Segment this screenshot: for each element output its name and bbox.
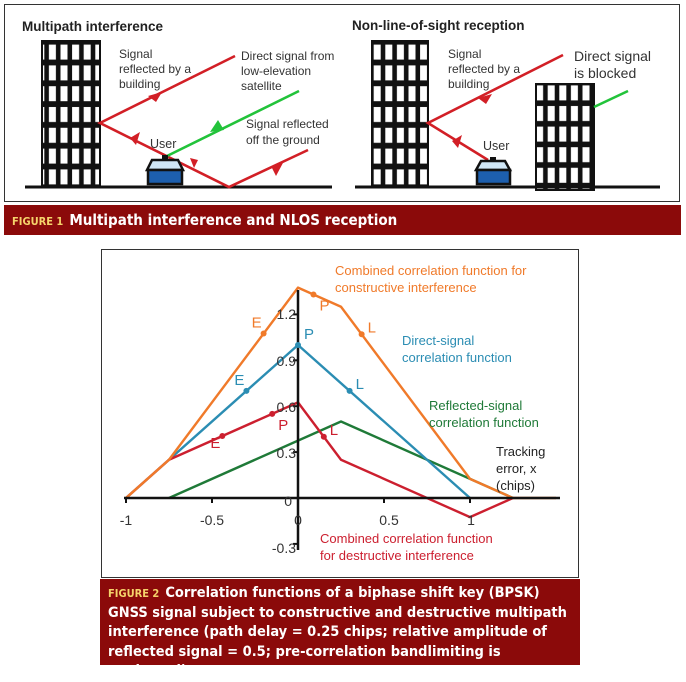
label-direct: Direct-signal correlation function — [402, 333, 512, 365]
arrow-icon — [452, 135, 462, 148]
label-reflected-building: Signal reflected by a building — [119, 47, 194, 91]
correlator-point-P — [295, 342, 301, 348]
label-ground-reflection: Signal reflected off the ground — [246, 117, 332, 147]
correlator-label-L: L — [368, 319, 376, 336]
building-icon — [41, 40, 101, 188]
correlator-point-P — [269, 410, 276, 417]
y-tick-label: 1.2 — [277, 306, 297, 322]
correlator-label-E: E — [234, 372, 244, 389]
caption-text: Multipath interference and NLOS receptio… — [69, 211, 398, 229]
series-line-3 — [125, 286, 556, 500]
x-tick-label: 0 — [294, 512, 302, 528]
direct-signal-line — [164, 89, 300, 159]
right-panel-title: Non-line-of-sight reception — [352, 18, 525, 33]
correlator-label-P: P — [304, 326, 314, 343]
correlator-label-L: L — [356, 376, 364, 393]
correlator-label-E: E — [210, 435, 220, 452]
correlator-label-P: P — [278, 417, 288, 434]
y-tick-label: -0.3 — [272, 540, 296, 556]
correlator-label-L: L — [330, 422, 338, 439]
figure-1-diagram: Multipath interference User Signal refle… — [22, 18, 660, 191]
x-tick-label: -1 — [120, 512, 133, 528]
label-direct-blocked: Direct signal is blocked — [574, 48, 655, 81]
y-tick-label: 0.9 — [277, 353, 297, 369]
label-reflected-building: Signal reflected by a building — [448, 47, 523, 91]
y-tick-label: 0 — [284, 493, 292, 509]
y-tick-label: 0.6 — [277, 399, 297, 415]
label-destructive: Combined correlation function for destru… — [320, 531, 496, 563]
correlator-point-E — [219, 433, 226, 440]
x-axis-label: Tracking error, x (chips) — [496, 444, 549, 493]
arrow-icons — [130, 92, 284, 176]
x-tick-label: -0.5 — [200, 512, 224, 528]
user-label: User — [150, 137, 176, 151]
figure-2-caption: FIGURE 2 Correlation functions of a bipha… — [100, 579, 580, 679]
figure-2-frame — [101, 249, 579, 578]
blocked-direct-signal-line — [593, 89, 629, 109]
building-icon — [371, 40, 429, 188]
user-receiver-icon — [144, 155, 186, 186]
correlator-label-E: E — [252, 315, 262, 332]
x-tick-label: 1 — [467, 512, 475, 528]
correlator-point-L — [320, 433, 327, 440]
blocking-building-icon — [535, 83, 595, 191]
arrow-icon — [210, 120, 224, 132]
label-constructive: Combined correlation function for constr… — [335, 263, 530, 295]
x-tick-label: 0.5 — [379, 512, 399, 528]
correlator-label-P: P — [319, 298, 329, 315]
correlator-point-E — [260, 330, 267, 337]
label-direct-signal: Direct signal from low-elevation satelli… — [241, 49, 338, 93]
y-tick-label: 0.3 — [277, 445, 297, 461]
x-tick-labels: -1 -0.5 0 0.5 1 — [120, 512, 475, 528]
user-label: User — [483, 139, 509, 153]
figure-1-caption: FIGURE 1 Multipath interference and NLOS … — [4, 205, 681, 235]
label-reflected: Reflected-signal correlation function — [429, 398, 539, 430]
arrow-icon — [478, 94, 492, 104]
series-line-0 — [168, 420, 514, 500]
caption-text: Correlation functions of a biphase shift… — [108, 585, 567, 679]
correlator-point-L — [346, 387, 353, 394]
figure-number: FIGURE 1 — [12, 215, 64, 228]
user-receiver-icon — [473, 157, 513, 186]
correlator-point-P — [310, 291, 317, 298]
reflected-signal-path — [425, 53, 564, 162]
left-panel-title: Multipath interference — [22, 19, 164, 34]
y-tick-labels: 1.2 0.9 0.6 0.3 0 -0.3 — [272, 306, 296, 556]
correlator-point-E — [243, 387, 250, 394]
figure-number: FIGURE 2 — [108, 587, 160, 600]
correlator-point-L — [358, 331, 365, 338]
figure-1-frame — [4, 4, 680, 202]
